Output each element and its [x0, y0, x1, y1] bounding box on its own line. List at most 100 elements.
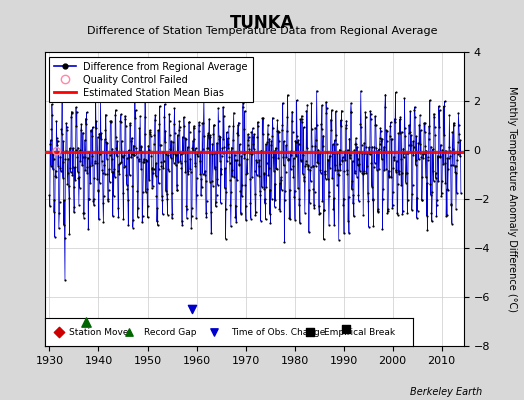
Point — [253, 158, 261, 165]
Point — [157, 162, 166, 169]
Point — [243, 156, 251, 162]
Point — [445, 144, 453, 150]
Point — [285, 156, 293, 162]
Point — [246, 199, 255, 206]
Point — [67, 114, 75, 120]
Point — [297, 112, 305, 119]
Point — [422, 148, 430, 154]
Point — [82, 115, 90, 122]
Point — [401, 125, 409, 131]
Point — [86, 180, 94, 186]
Point — [367, 116, 375, 122]
Point — [58, 130, 66, 137]
Point — [228, 136, 237, 143]
Point — [445, 148, 454, 154]
Point — [223, 129, 231, 136]
Point — [416, 112, 424, 119]
Point — [105, 166, 113, 172]
Point — [114, 168, 122, 174]
Point — [55, 210, 63, 216]
Point — [162, 151, 170, 158]
Point — [398, 170, 406, 176]
Point — [113, 153, 121, 159]
Point — [158, 193, 166, 199]
Point — [95, 216, 103, 223]
Point — [418, 197, 426, 203]
Point — [301, 162, 309, 169]
Point — [304, 165, 312, 172]
Point — [90, 196, 98, 203]
Point — [63, 170, 72, 176]
Point — [134, 205, 143, 211]
Point — [212, 203, 220, 210]
Point — [93, 134, 102, 140]
Point — [103, 156, 111, 162]
Point — [364, 198, 373, 204]
Point — [75, 184, 84, 191]
Point — [69, 164, 77, 170]
Point — [137, 143, 146, 150]
Point — [284, 156, 292, 162]
Point — [451, 169, 460, 176]
Point — [437, 193, 445, 200]
Point — [242, 171, 250, 177]
Point — [333, 182, 341, 188]
Point — [450, 122, 458, 128]
Point — [247, 129, 256, 135]
Point — [388, 136, 396, 142]
Point — [428, 188, 436, 195]
Point — [348, 178, 356, 184]
Point — [368, 144, 376, 150]
Point — [132, 145, 140, 152]
Point — [255, 172, 263, 179]
Point — [396, 130, 404, 136]
Point — [311, 142, 320, 149]
Point — [64, 182, 73, 189]
Point — [289, 174, 298, 180]
Point — [190, 122, 198, 129]
Point — [112, 107, 120, 113]
Point — [412, 157, 420, 163]
Point — [152, 160, 160, 166]
Point — [207, 230, 215, 236]
Point — [346, 109, 355, 116]
Point — [349, 200, 357, 207]
Point — [362, 144, 370, 150]
Point — [46, 140, 54, 147]
Point — [283, 114, 291, 120]
Point — [162, 191, 171, 197]
Point — [338, 157, 346, 164]
Point — [220, 135, 228, 142]
Point — [107, 169, 116, 176]
Point — [166, 132, 174, 138]
Point — [436, 154, 444, 160]
Point — [203, 145, 211, 151]
Point — [282, 154, 291, 160]
Point — [58, 159, 67, 166]
Point — [73, 154, 81, 160]
Point — [167, 154, 175, 161]
Point — [185, 129, 194, 136]
Point — [455, 131, 463, 138]
Point — [115, 161, 123, 168]
Point — [74, 201, 83, 208]
Point — [166, 146, 174, 152]
Point — [303, 102, 311, 108]
Point — [119, 216, 127, 222]
Point — [118, 153, 126, 159]
Point — [299, 152, 308, 158]
Point — [155, 180, 163, 186]
Point — [52, 174, 60, 180]
Point — [368, 197, 377, 204]
Point — [253, 134, 261, 140]
Point — [280, 138, 288, 144]
Point — [361, 150, 369, 156]
Point — [267, 138, 276, 144]
Point — [99, 219, 107, 225]
Point — [435, 124, 443, 130]
Point — [435, 107, 444, 114]
Point — [171, 151, 180, 158]
Point — [103, 140, 111, 146]
Point — [422, 213, 431, 219]
Point — [214, 182, 222, 188]
